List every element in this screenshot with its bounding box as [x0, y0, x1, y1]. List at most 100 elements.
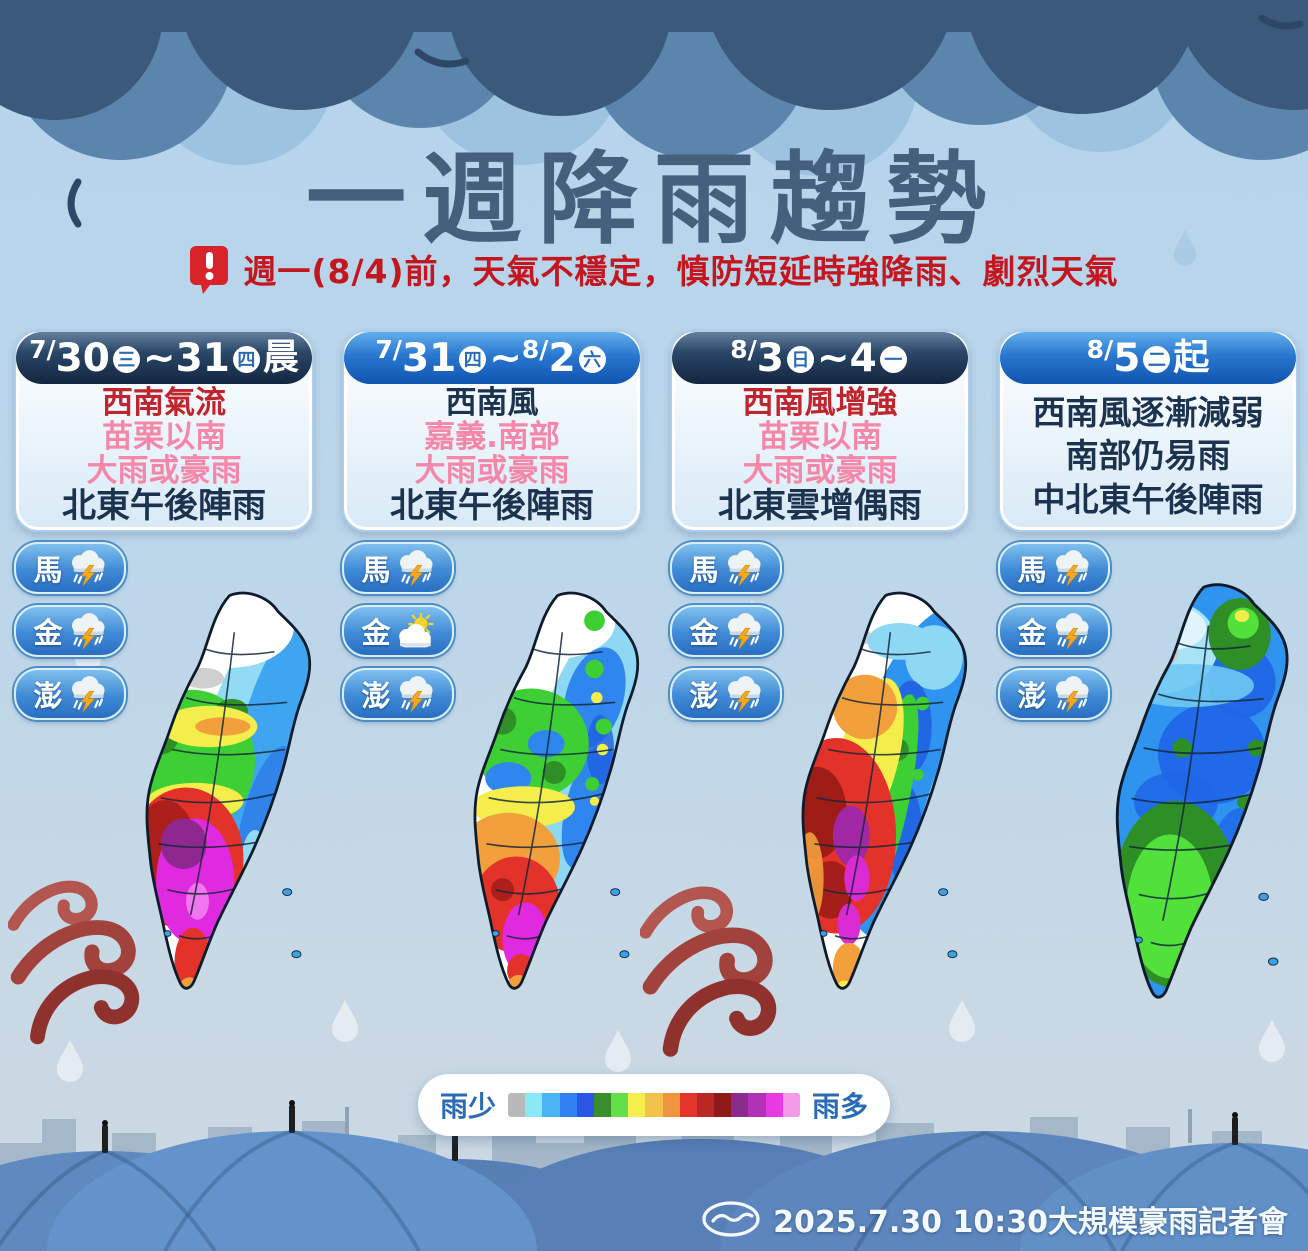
- island-label: 澎: [689, 679, 719, 713]
- city-umbrella-decor: [0, 1100, 1308, 1251]
- island-label: 馬: [689, 553, 719, 587]
- island-label: 澎: [1017, 679, 1047, 713]
- warning-banner: 週一(8/4)前，天氣不穩定，慎防短延時強降雨、劇烈天氣: [0, 244, 1308, 294]
- umbrellas: [0, 1100, 1308, 1251]
- legend-less-label: 雨少: [439, 1090, 496, 1123]
- badge-matsu: 馬: [342, 542, 454, 594]
- island-label: 馬: [33, 553, 63, 587]
- island-badges: 馬 金 澎: [670, 542, 782, 720]
- badge-matsu: 馬: [670, 542, 782, 594]
- date-header: 7/ 31 四 ~ 8/ 2 六: [344, 332, 640, 384]
- rain-map-2: [473, 591, 640, 990]
- legend-bar: [508, 1093, 800, 1117]
- footer: 2025.7.30 10:30大規模豪雨記者會: [701, 1197, 1288, 1241]
- island-badges: 馬 金 澎: [342, 542, 454, 720]
- date-part: 起: [1173, 337, 1210, 378]
- date-part: 31: [175, 335, 230, 381]
- date-part: 8/: [730, 334, 757, 364]
- legend-color-segment: [525, 1093, 543, 1117]
- forecast-line: 大雨或豪雨: [414, 452, 570, 489]
- legend-color-segment: [662, 1093, 680, 1117]
- badge-penghu: 澎: [342, 668, 454, 720]
- weekday-circle: 日: [786, 345, 814, 373]
- legend-color-segment: [782, 1093, 800, 1117]
- footer-text: 2025.7.30 10:30大規模豪雨記者會: [773, 1205, 1288, 1240]
- legend-color-segment: [542, 1093, 560, 1117]
- badge-matsu: 馬: [998, 542, 1110, 594]
- date-part: 7/: [375, 334, 402, 364]
- badge-penghu: 澎: [998, 668, 1110, 720]
- forecast-card: 8/ 5 二 起 西南風逐漸減弱 南部仍易雨 中北東午後陣雨: [998, 330, 1298, 532]
- storm-clouds-decor: [0, 0, 1308, 228]
- weekday-circle: 六: [578, 345, 606, 373]
- island-label: 金: [361, 616, 391, 650]
- legend-color-segment: [679, 1093, 697, 1117]
- forecast-column-4: 8/ 5 二 起 西南風逐漸減弱 南部仍易雨 中北東午後陣雨 馬 金 澎: [998, 330, 1298, 1030]
- island-label: 澎: [33, 679, 63, 713]
- date-part: 晨: [262, 337, 299, 378]
- date-part: 31: [401, 335, 457, 381]
- badge-penghu: 澎: [14, 668, 126, 720]
- island-label: 馬: [361, 553, 391, 587]
- forecast-line: 苗栗以南: [758, 418, 882, 455]
- date-part: ~: [489, 335, 522, 381]
- forecast-line: 大雨或豪雨: [86, 452, 242, 489]
- legend-color-segment: [765, 1093, 783, 1117]
- island-label: 金: [1017, 616, 1047, 650]
- legend-color-segment: [696, 1093, 715, 1117]
- badge-kinmen: 金: [14, 605, 126, 657]
- date-part: 4: [849, 335, 877, 381]
- forecast-line: 嘉義.南部: [424, 418, 560, 455]
- badge-kinmen: 金: [670, 605, 782, 657]
- date-part: 30: [55, 335, 110, 381]
- forecast-column-3: 8/ 3 日 ~ 4 一 西南風增強 苗栗以南 大雨或豪雨 北東雲增偶雨 馬 金: [670, 330, 970, 1030]
- badge-kinmen: 金: [342, 605, 454, 657]
- weekday-circle: 三: [112, 345, 140, 373]
- date-part: 8/: [521, 334, 549, 364]
- island-label: 馬: [1017, 553, 1047, 587]
- forecast-line: 西南風增強: [742, 385, 898, 422]
- date-header: 7/ 30 三 ~ 31 四 晨: [16, 332, 312, 384]
- date-header: 8/ 3 日 ~ 4 一: [672, 332, 968, 384]
- forecast-line: 中北東午後陣雨: [1032, 479, 1264, 519]
- thunderstorm-icon: [67, 550, 107, 587]
- rain-map-3: [801, 591, 968, 990]
- date-part: 5: [1113, 335, 1141, 381]
- date-part: ~: [142, 335, 176, 381]
- forecast-line: 西南風逐漸減弱: [1032, 392, 1264, 432]
- date-part: 8/: [1086, 334, 1114, 364]
- legend-color-segment: [731, 1093, 749, 1117]
- forecast-column-2: 7/ 31 四 ~ 8/ 2 六 西南風 嘉義.南部 大雨或豪雨 北東午後陣雨 …: [342, 330, 642, 1030]
- forecast-lines: 西南風增強 苗栗以南 大雨或豪雨 北東雲增偶雨: [672, 384, 968, 530]
- island-badges: 馬 金 澎: [14, 542, 126, 720]
- forecast-lines: 西南風逐漸減弱 南部仍易雨 中北東午後陣雨: [1000, 384, 1296, 530]
- weekday-circle: 四: [459, 345, 487, 373]
- forecast-line: 大雨或豪雨: [742, 452, 898, 489]
- legend-color-segment: [508, 1093, 526, 1117]
- page-title: 一週降雨趨勢: [306, 141, 1002, 258]
- island-label: 金: [33, 616, 63, 650]
- date-part: 7/: [29, 334, 56, 364]
- forecast-card: 7/ 30 三 ~ 31 四 晨 西南氣流 苗栗以南 大雨或豪雨 北東午後陣雨: [14, 330, 314, 532]
- forecast-line: 苗栗以南: [102, 418, 226, 455]
- legend-color-segment: [748, 1093, 766, 1117]
- date-part: ~: [816, 335, 850, 381]
- forecast-card: 8/ 3 日 ~ 4 一 西南風增強 苗栗以南 大雨或豪雨 北東雲增偶雨: [670, 330, 970, 532]
- legend-color-segment: [593, 1093, 612, 1117]
- legend-color-segment: [611, 1093, 629, 1117]
- legend-color-segment: [576, 1093, 594, 1117]
- rainfall-legend: 雨少 雨多: [418, 1074, 890, 1136]
- forecast-column-1: 7/ 30 三 ~ 31 四 晨 西南氣流 苗栗以南 大雨或豪雨 北東午後陣雨 …: [14, 330, 314, 1030]
- rain-map-1: [145, 591, 312, 990]
- legend-more-label: 雨多: [812, 1090, 869, 1123]
- forecast-lines: 西南風 嘉義.南部 大雨或豪雨 北東午後陣雨: [344, 384, 640, 530]
- weekday-circle: 二: [1143, 345, 1171, 373]
- badge-penghu: 澎: [670, 668, 782, 720]
- cwa-logo: [702, 1201, 760, 1237]
- forecast-line: 西南風: [445, 385, 539, 422]
- forecast-lines: 西南氣流 苗栗以南 大雨或豪雨 北東午後陣雨: [16, 384, 312, 530]
- weekday-circle: 四: [232, 345, 260, 373]
- forecast-line: 南部仍易雨: [1065, 436, 1231, 476]
- wind-gust-icon: [640, 886, 777, 1057]
- island-badges: 馬 金 澎: [998, 542, 1110, 720]
